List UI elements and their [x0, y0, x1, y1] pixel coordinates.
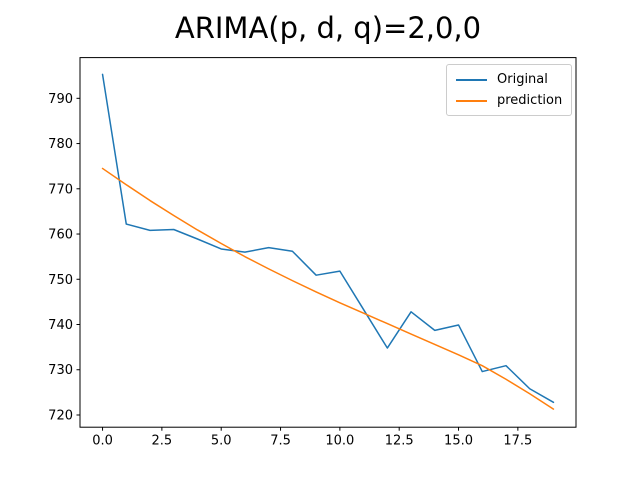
- y-tick-label: 740: [48, 318, 73, 333]
- x-tick-label: 12.5: [385, 434, 414, 449]
- y-tick-label: 770: [48, 182, 73, 197]
- x-tick-label: 10.0: [325, 434, 354, 449]
- y-tick-label: 790: [48, 92, 73, 107]
- x-tick-label: 7.5: [270, 434, 291, 449]
- y-tick-label: 730: [48, 363, 73, 378]
- original-line: [101, 73, 555, 404]
- x-tick-label: 5.0: [211, 434, 232, 449]
- y-tick-label: 760: [48, 228, 73, 243]
- x-tick-label: 2.5: [152, 434, 173, 449]
- chart-title: ARIMA(p, d, q)=2,0,0: [174, 11, 482, 45]
- prediction-line: [101, 167, 555, 410]
- legend-label-original: Original: [497, 72, 548, 87]
- x-tick-label: 0.0: [92, 434, 113, 449]
- y-tick-label: 750: [48, 273, 73, 288]
- prediction-line-swatch: [456, 99, 487, 102]
- legend-item-original: Original: [456, 69, 562, 90]
- axes-frame: [79, 57, 577, 428]
- legend: Original prediction: [446, 64, 573, 116]
- legend-label-prediction: prediction: [497, 93, 563, 108]
- y-tick-label: 780: [48, 137, 73, 152]
- y-tick-label: 720: [48, 408, 73, 423]
- original-line-swatch: [456, 78, 487, 81]
- legend-item-prediction: prediction: [456, 90, 562, 111]
- x-tick-label: 17.5: [503, 434, 532, 449]
- x-tick-label: 15.0: [444, 434, 473, 449]
